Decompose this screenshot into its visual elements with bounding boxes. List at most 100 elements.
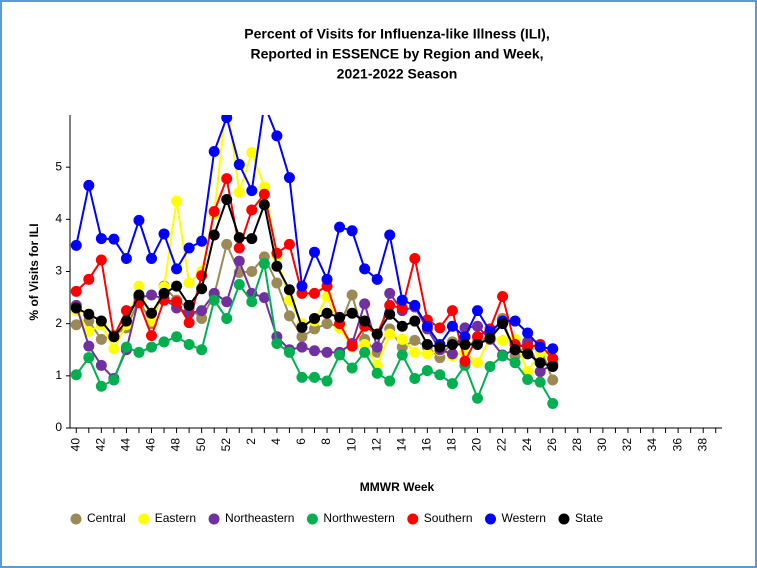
y-tick-label: 4 (55, 212, 62, 226)
data-point (95, 380, 107, 392)
data-point (95, 333, 107, 345)
data-point (421, 348, 433, 360)
data-point (183, 339, 195, 351)
data-point (221, 296, 233, 308)
data-point (183, 277, 195, 289)
data-point (309, 287, 320, 299)
data-point (171, 195, 183, 207)
data-point (459, 331, 471, 343)
x-tick-label: 36 (670, 438, 684, 452)
data-point (459, 339, 471, 351)
data-point (371, 273, 383, 285)
data-point (296, 321, 308, 333)
data-point (95, 233, 107, 245)
data-point (359, 339, 371, 351)
data-point (534, 366, 546, 378)
data-point (133, 346, 145, 358)
x-tick-label: 4 (269, 438, 283, 445)
data-point (108, 343, 120, 355)
legend-marker (485, 513, 496, 525)
x-tick-label: 2 (244, 438, 258, 445)
data-point (70, 319, 82, 331)
x-tick-label: 26 (545, 438, 559, 452)
data-point (384, 308, 396, 320)
y-tick-label: 5 (55, 159, 62, 173)
x-axis-label: MMWR Week (360, 480, 435, 494)
data-point (133, 214, 145, 226)
data-point (497, 291, 509, 303)
data-point (409, 372, 421, 384)
x-tick-label: 48 (169, 438, 183, 452)
data-point (83, 352, 95, 364)
data-point (446, 378, 458, 390)
data-point (83, 273, 95, 285)
data-point (309, 246, 320, 258)
data-point (384, 287, 396, 299)
data-point (283, 238, 295, 250)
data-point (146, 289, 157, 301)
x-tick-label: 32 (620, 438, 634, 452)
data-point (70, 369, 82, 381)
data-point (208, 294, 220, 306)
data-point (221, 173, 233, 185)
data-point (196, 305, 208, 317)
data-point (547, 397, 559, 409)
data-point (434, 341, 446, 353)
data-point (283, 172, 295, 184)
data-point (309, 371, 320, 383)
y-tick-label: 1 (55, 368, 62, 382)
data-point (396, 341, 408, 353)
x-tick-label: 30 (595, 438, 609, 452)
data-point (233, 159, 245, 171)
data-point (183, 299, 195, 311)
x-tick-label: 12 (369, 438, 383, 452)
data-point (446, 305, 458, 317)
data-point (484, 360, 496, 372)
data-point (384, 375, 396, 387)
data-point (309, 345, 320, 357)
data-point (146, 330, 157, 342)
data-point (446, 320, 458, 332)
data-point (258, 188, 270, 200)
data-point (359, 263, 371, 275)
legend-marker (138, 513, 150, 525)
x-tick-label: 22 (495, 438, 509, 452)
data-point (321, 375, 333, 387)
data-point (246, 266, 258, 277)
data-point (359, 298, 371, 310)
data-point (208, 229, 220, 241)
data-point (396, 302, 408, 314)
legend-marker (306, 513, 318, 525)
legend-marker (558, 513, 570, 525)
data-point (421, 365, 433, 377)
data-point (409, 346, 421, 358)
data-point (321, 318, 333, 330)
data-point (346, 307, 358, 319)
data-point (208, 146, 220, 158)
data-point (233, 242, 245, 254)
data-point (258, 258, 270, 270)
data-point (321, 273, 333, 285)
x-tick-label: 42 (94, 438, 108, 452)
chart-subtitle: Reported in ESSENCE by Region and Week, (250, 46, 543, 62)
data-point (534, 376, 546, 388)
data-point (547, 374, 559, 386)
data-point (271, 260, 283, 272)
data-point (346, 289, 358, 301)
data-point (83, 179, 95, 191)
data-point (95, 254, 107, 266)
legend-label: Northeastern (225, 511, 294, 525)
data-point (258, 199, 270, 211)
data-point (158, 336, 170, 348)
data-point (534, 357, 546, 369)
data-point (296, 371, 308, 383)
legend-label: State (575, 511, 603, 525)
data-point (309, 312, 320, 324)
legend: Central Eastern Northeastern Northwestern So… (70, 511, 603, 525)
data-point (146, 315, 157, 327)
data-point (70, 302, 82, 314)
data-point (196, 283, 208, 295)
data-point (283, 346, 295, 358)
data-point (421, 320, 433, 332)
